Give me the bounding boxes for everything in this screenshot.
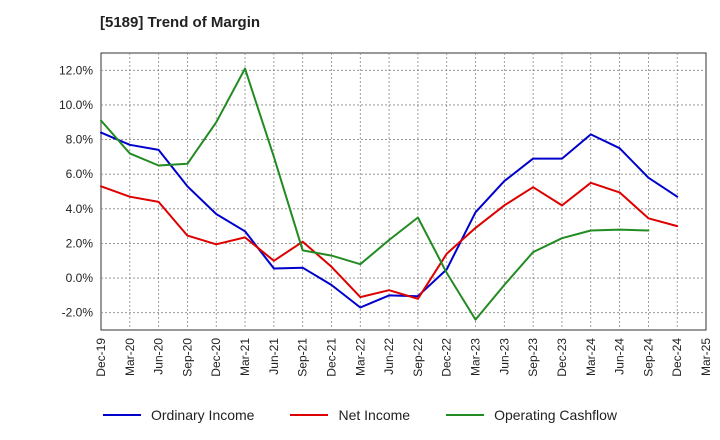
x-tick-label: Mar-22	[353, 338, 367, 376]
legend-item-net-income: Net Income	[290, 407, 410, 423]
legend: Ordinary Income Net Income Operating Cas…	[0, 404, 720, 426]
x-tick-label: Dec-20	[209, 338, 223, 377]
x-tick-label: Sep-23	[526, 338, 540, 377]
x-tick-label: Mar-21	[238, 338, 252, 376]
x-tick-label: Sep-24	[641, 338, 655, 377]
y-tick-label: -2.0%	[62, 306, 94, 320]
series-layer	[100, 67, 679, 321]
y-tick-label: 4.0%	[66, 202, 94, 216]
y-tick-label: 0.0%	[66, 271, 94, 285]
x-tick-label: Sep-20	[180, 338, 194, 377]
y-tick-label: 12.0%	[59, 63, 93, 77]
y-tick-label: 6.0%	[66, 167, 94, 181]
legend-label-operating-cashflow: Operating Cashflow	[494, 407, 618, 423]
series-line-net-income	[100, 181, 679, 300]
legend-swatch-net-income	[290, 414, 329, 416]
chart-title: [5189] Trend of Margin	[100, 14, 261, 31]
x-tick-label: Jun-21	[267, 338, 281, 375]
y-tick-label: 8.0%	[66, 133, 94, 147]
x-tick-label: Mar-25	[699, 338, 713, 376]
legend-item-ordinary-income: Ordinary Income	[102, 407, 255, 423]
plot-frame	[100, 52, 707, 331]
x-tick-label: Dec-24	[670, 338, 684, 377]
x-tick-label: Mar-24	[584, 338, 598, 376]
y-tick-label: 10.0%	[59, 98, 93, 112]
x-tick-label: Jun-20	[152, 338, 166, 375]
x-tick-label: Jun-23	[497, 338, 511, 375]
series-line-operating-cashflow	[100, 67, 650, 321]
x-tick-label: Jun-24	[613, 338, 627, 375]
x-tick-label: Sep-22	[411, 338, 425, 377]
grid-layer	[100, 52, 707, 331]
legend-label-ordinary-income: Ordinary Income	[150, 407, 255, 423]
legend-label-net-income: Net Income	[338, 407, 411, 423]
x-tick-label: Jun-22	[382, 338, 396, 375]
series-line-ordinary-income	[100, 131, 679, 309]
axis-layer: 12.0% 10.0% 8.0% 6.0% 4.0% 2.0% 0.0% -2.0% Dec-1…	[59, 63, 713, 376]
x-tick-label: Mar-20	[123, 338, 137, 376]
x-tick-label: Mar-23	[469, 338, 483, 376]
x-tick-label: Dec-21	[324, 338, 338, 377]
legend-item-operating-cashflow: Operating Cashflow	[446, 407, 617, 423]
x-tick-label: Dec-22	[440, 338, 454, 377]
legend-swatch-operating-cashflow	[446, 414, 485, 416]
x-tick-label: Sep-21	[296, 338, 310, 377]
legend-swatch-ordinary-income	[102, 414, 141, 416]
x-tick-label: Dec-23	[555, 338, 569, 377]
y-tick-label: 2.0%	[66, 236, 94, 250]
x-tick-label: Dec-19	[94, 338, 108, 377]
